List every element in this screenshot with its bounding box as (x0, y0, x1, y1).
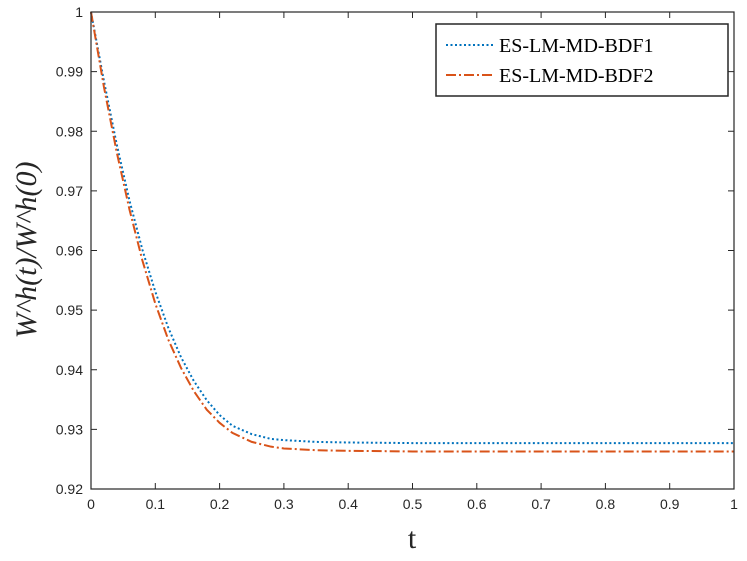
y-tick-label: 0.95 (56, 302, 83, 318)
y-tick-label: 0.96 (56, 243, 83, 259)
x-tick-label: 0.1 (146, 496, 166, 512)
x-tick-label: 0.3 (274, 496, 294, 512)
y-tick-label: 1 (75, 4, 83, 20)
y-tick-label: 0.97 (56, 183, 83, 199)
y-tick-label: 0.94 (56, 362, 83, 378)
y-axis-ticks: 0.92 0.93 0.94 0.95 0.96 0.97 0.98 0.99 1 (56, 4, 734, 497)
x-tick-label: 0.7 (531, 496, 551, 512)
x-tick-label: 0 (87, 496, 95, 512)
x-tick-label: 0.9 (660, 496, 680, 512)
series-line-2 (90, 11, 734, 453)
x-tick-label: 1 (730, 496, 738, 512)
legend-label-bdf1: ES-LM-MD-BDF1 (499, 35, 653, 57)
legend-box (435, 23, 729, 97)
y-tick-label: 0.93 (56, 421, 83, 437)
series-layer (90, 11, 734, 453)
x-axis-ticks: 0 0.1 0.2 0.3 0.4 0.5 0.6 0.7 0.8 0.9 1 (87, 12, 738, 512)
series-line-1 (90, 11, 734, 445)
legend: ES-LM-MD-BDF1 ES-LM-MD-BDF2 (435, 23, 729, 97)
x-tick-label: 0.2 (210, 496, 230, 512)
x-tick-label: 0.4 (338, 496, 358, 512)
y-tick-label: 0.92 (56, 481, 83, 497)
y-axis-label: W^h(t)/W^h(0) (10, 162, 43, 339)
x-tick-label: 0.6 (467, 496, 487, 512)
x-tick-label: 0.5 (403, 496, 423, 512)
x-axis-label: t (408, 522, 417, 555)
y-tick-label: 0.98 (56, 123, 83, 139)
y-tick-label: 0.99 (56, 64, 83, 80)
legend-label-bdf2: ES-LM-MD-BDF2 (499, 65, 653, 87)
x-tick-label: 0.8 (596, 496, 616, 512)
